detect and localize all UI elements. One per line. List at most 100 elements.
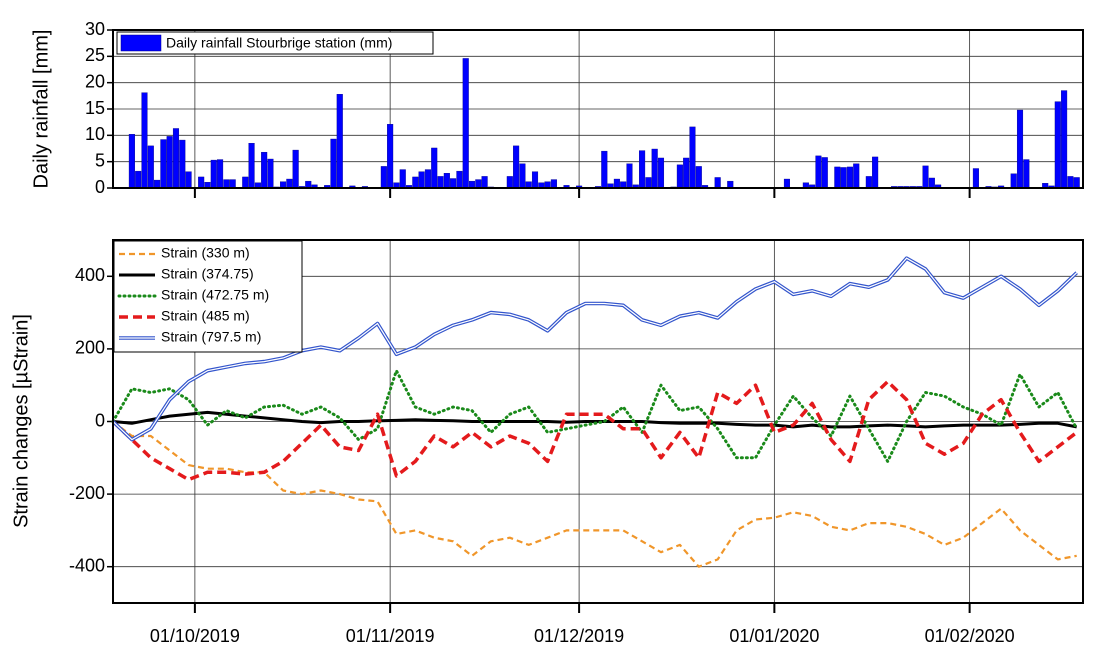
bar [305,180,312,189]
x-tick-label: 01/11/2019 [346,626,435,646]
series-line [111,379,1078,482]
bar [229,179,236,189]
bar [865,176,872,189]
bar [437,176,444,189]
bar [727,180,734,189]
bar [481,176,488,189]
bar [154,179,161,189]
bar [531,171,539,189]
bar [1023,159,1030,189]
legend-swatch [120,34,162,52]
bar [242,176,249,189]
bar [443,173,450,189]
bar [1067,176,1074,189]
bar [431,147,438,189]
y-tick-label: 5 [95,150,105,170]
y-tick-label: 200 [75,338,105,358]
y-tick-label: 30 [85,19,105,39]
bar [261,151,268,189]
bar [834,166,841,189]
y-tick-label: 10 [85,124,105,144]
bar [380,166,387,189]
bar [217,159,224,189]
series-line [112,410,1077,429]
bar [846,166,853,189]
bar [683,157,690,189]
x-tick-label: 01/01/2020 [729,626,819,646]
bar [248,143,255,189]
bar [815,155,822,189]
bar [872,156,879,189]
bar [783,178,790,189]
y-tick-label: 0 [95,177,105,197]
bar [1016,109,1024,189]
bar [135,170,142,189]
bar [160,139,167,189]
bar [450,178,457,189]
bar [657,157,665,189]
bar [972,168,979,189]
legend-label: Strain (374.75) [161,266,254,282]
bar [475,179,482,189]
bar [513,145,520,189]
bar [928,177,935,189]
bar [387,124,394,189]
series-line [111,369,1079,463]
plot-frame [112,29,1084,189]
bar [418,171,425,189]
bar [506,176,513,189]
legend-label: Strain (485 m) [161,308,250,324]
bar [676,164,683,189]
x-tick-label: 01/10/2019 [150,626,240,646]
bar [141,92,148,189]
bar [198,176,205,189]
y-tick-label: 0 [95,410,105,430]
bar [550,179,557,189]
y-tick-label: -400 [69,555,105,575]
bar [424,169,431,189]
bar [1061,90,1068,189]
bar [689,126,696,189]
bar [519,163,526,189]
bar [613,178,620,189]
y-tick-label: 20 [85,71,105,91]
legend-label: Strain (472.75 m) [161,287,269,303]
legend-label: Strain (797.5 m) [161,329,261,345]
bar [286,178,293,189]
bar [292,149,299,189]
y-tick-label: 25 [85,45,105,65]
bar [399,169,406,189]
bar [412,176,419,189]
bar [1054,101,1061,189]
bar [645,177,652,189]
bar [1010,173,1017,189]
legend-label: Strain (330 m) [161,245,250,261]
bar [128,134,135,189]
bar [601,150,608,189]
bar [456,170,463,189]
bar [853,163,860,189]
bar [267,158,274,189]
legend-box [116,31,434,55]
bar [462,58,469,189]
series-line-inner [112,257,1078,441]
y-axis-title: Daily rainfall [mm] [30,30,52,189]
y-tick-label: -200 [69,483,105,503]
y-axis-title: Strain changes [µStrain] [10,314,32,528]
bar [714,177,721,189]
bar [651,148,658,189]
bar [821,157,828,189]
bar [179,139,186,189]
series-line [112,420,1077,568]
bar [695,166,702,189]
bar [210,159,217,189]
legend-label: Daily rainfall Stourbrige station (mm) [166,35,392,51]
plot-frame [112,239,1084,604]
bar [336,94,343,189]
x-tick-label: 01/12/2019 [534,626,624,646]
bar [840,167,847,189]
bar [468,180,476,189]
bar [922,165,929,189]
y-tick-label: 400 [75,265,105,285]
